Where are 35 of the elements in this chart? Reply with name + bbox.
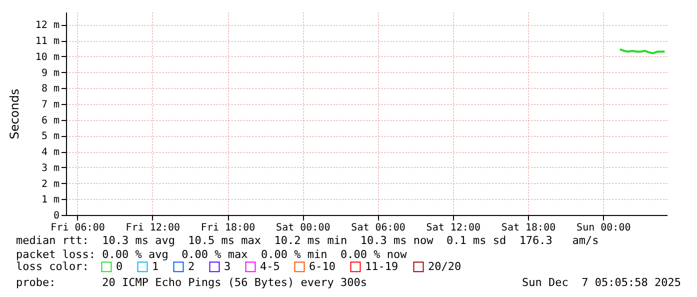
text: probe: 20 ICMP Echo Pings (56 Bytes) every 300s <box>16 276 367 289</box>
y-tick-label: 3 m <box>41 162 60 174</box>
legend-label: 6-10 <box>309 260 336 273</box>
y-tick-label: 8 m <box>41 84 60 95</box>
legend-label: 11-19 <box>365 260 398 273</box>
y-tick-label: 12 m <box>35 20 60 32</box>
x-tick-label: Sat 18:00 <box>501 222 556 234</box>
y-tick-label: 5 m <box>41 131 60 142</box>
y-axis-title: Seconds <box>7 88 22 140</box>
y-tick-label: 6 m <box>41 115 60 126</box>
text: median rtt: 10.3 ms avg 10.5 ms max 10.2 ms min 10.3 ms now 0.1 ms sd 176.3 am/s <box>16 234 599 247</box>
legend-label: 4-5 <box>260 260 280 273</box>
y-tick-label: 9 m <box>41 68 60 79</box>
text: Sun Dec 7 05:05:58 2025 <box>522 276 681 289</box>
x-tick-label: Fri 12:00 <box>126 222 180 234</box>
y-tick-label: 1 m <box>41 194 60 206</box>
legend-label: 2 <box>188 260 195 273</box>
y-tick-label: 4 m <box>41 147 60 158</box>
legend-label: 20/20 <box>428 260 462 273</box>
y-tick-label: 0 <box>53 210 60 222</box>
y-tick-label: 10 m <box>35 52 60 63</box>
x-tick-label: Sat 06:00 <box>351 222 406 234</box>
legend-label: 0 <box>116 260 123 273</box>
legend-label: 3 <box>224 260 231 273</box>
text: packet loss: 0.00 % avg 0.00 % max 0.00 % min 0.00 % now <box>16 248 407 261</box>
y-tick-label: 7 m <box>41 99 60 110</box>
x-tick-label: Sat 12:00 <box>426 222 480 234</box>
x-tick-label: Sun 00:00 <box>576 222 631 234</box>
y-tick-label: 2 m <box>41 178 60 190</box>
x-tick-label: Fri 18:00 <box>200 222 256 234</box>
legend-title: loss color: <box>16 260 89 273</box>
x-tick-label: Sat 00:00 <box>276 222 330 234</box>
x-tick-label: Fri 06:00 <box>50 222 105 234</box>
legend-label: 1 <box>152 260 159 273</box>
y-tick-label: 11 m <box>35 36 60 48</box>
